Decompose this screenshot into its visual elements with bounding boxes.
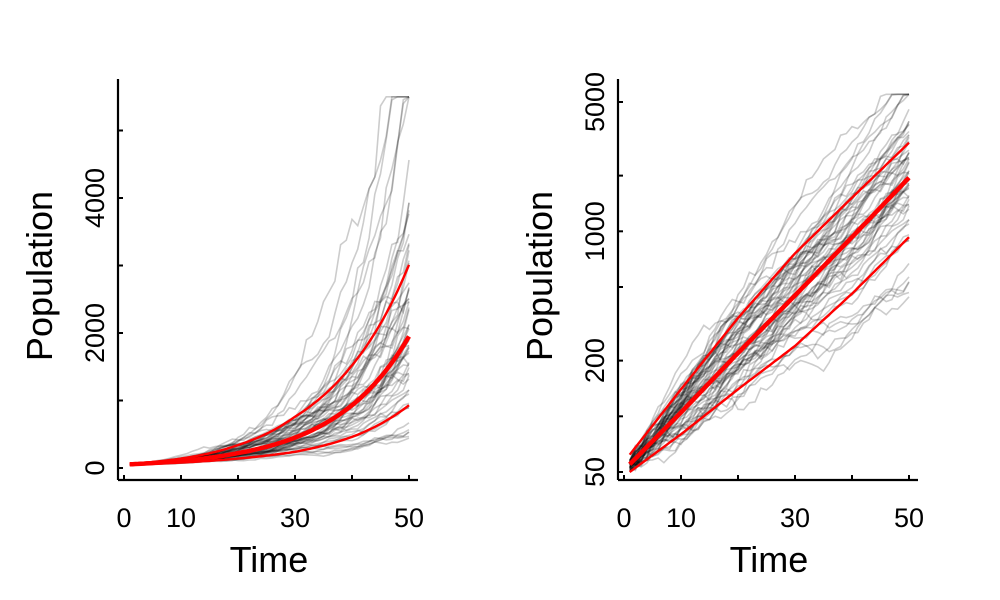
- right-trajectory-44: [629, 121, 910, 469]
- right-trajectory-17: [629, 203, 910, 471]
- right-trajectory-53: [629, 263, 910, 461]
- right-x-axis-label: Time: [730, 539, 809, 580]
- left-y-axis-label: Population: [19, 191, 60, 361]
- left-x-axis-label: Time: [230, 539, 309, 580]
- right-trajectory-37: [629, 296, 910, 471]
- right-trajectory-11: [629, 130, 910, 464]
- right-y-tick-label: 1000: [580, 201, 610, 261]
- right-x-tick-label: 10: [666, 503, 696, 533]
- left-x-tick-label: 50: [394, 503, 424, 533]
- right-x-tick-label: 0: [616, 503, 631, 533]
- right-trajectory-10: [628, 171, 910, 470]
- left-trajectory-59: [129, 96, 410, 465]
- right-y-tick-label: 200: [580, 338, 610, 383]
- right-trajectory-7: [629, 172, 910, 467]
- right-trajectory-55: [629, 156, 910, 466]
- right-trajectory-24: [628, 156, 910, 461]
- right-trajectory-12: [629, 93, 910, 466]
- right-trajectory-28: [628, 281, 910, 469]
- right-trajectory-13: [629, 219, 910, 468]
- left-x-tick-label: 10: [166, 503, 196, 533]
- left-summary-lines: [129, 264, 411, 467]
- right-summary-lines: [628, 141, 911, 473]
- right-trajectory-3: [629, 170, 910, 467]
- left-axes: 0 10 30 50 0 2000 4000: [80, 79, 424, 533]
- right-trajectory-39: [629, 182, 910, 463]
- right-trajectory-31: [629, 208, 910, 463]
- right-trajectory-48: [629, 184, 910, 467]
- right-trajectory-14: [629, 170, 910, 468]
- right-y-axis-label: Population: [519, 191, 560, 361]
- left-mean-line: [129, 335, 411, 467]
- right-trajectory-52: [629, 187, 910, 463]
- right-mean-line: [628, 176, 911, 466]
- right-trajectory-50: [628, 93, 909, 462]
- right-trajectory-59: [628, 93, 910, 462]
- left-x-tick-label: 0: [116, 503, 131, 533]
- right-x-tick-label: 50: [894, 503, 924, 533]
- left-panel: 0 10 30 50 0 2000 4000 Time Population: [19, 79, 424, 580]
- left-lower-quantile-line: [129, 404, 410, 466]
- right-trajectory-25: [629, 281, 910, 469]
- right-trajectory-35: [629, 158, 910, 468]
- right-trajectory-58: [628, 93, 909, 465]
- right-trajectory-23: [629, 158, 910, 464]
- right-upper-quantile-line: [628, 141, 910, 456]
- right-trajectory-38: [629, 195, 910, 472]
- right-lower-quantile-line: [628, 236, 910, 473]
- right-trajectory-8: [628, 190, 910, 463]
- left-y-tick-label: 4000: [80, 168, 110, 228]
- right-trajectory-26: [629, 134, 910, 472]
- right-x-tick-label: 30: [780, 503, 810, 533]
- right-trajectory-16: [628, 196, 910, 469]
- right-trajectory-18: [629, 152, 910, 470]
- right-panel: 0 10 30 50 50 200 1000 5000 Time Population: [519, 72, 924, 580]
- left-y-tick-label: 2000: [80, 303, 110, 363]
- right-trajectory-36: [629, 234, 910, 467]
- left-y-tick-label: 0: [80, 460, 110, 475]
- right-y-tick-label: 50: [580, 457, 610, 487]
- left-x-tick-label: 30: [280, 503, 310, 533]
- right-trajectory-15: [629, 184, 910, 466]
- left-simulation-trajectories: [129, 96, 410, 466]
- left-trajectory-10: [129, 326, 410, 466]
- right-y-tick-label: 5000: [580, 72, 610, 132]
- right-axes: 0 10 30 50 50 200 1000 5000: [580, 72, 924, 533]
- right-trajectory-21: [628, 93, 909, 463]
- right-trajectory-46: [629, 182, 910, 470]
- right-trajectory-41: [629, 203, 910, 472]
